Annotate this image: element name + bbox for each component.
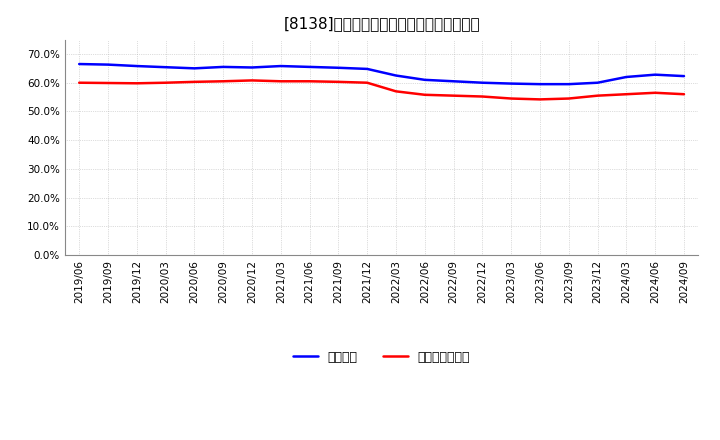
- 固定長期適合率: [104, 81, 112, 86]
- 固定長期適合率: [305, 79, 314, 84]
- 固定比率: [161, 65, 170, 70]
- 固定長期適合率: [507, 96, 516, 101]
- 固定長期適合率: [651, 90, 660, 95]
- 固定比率: [536, 81, 544, 87]
- 固定比率: [132, 63, 141, 69]
- 固定比率: [392, 73, 400, 78]
- 固定長期適合率: [564, 96, 573, 101]
- 固定長期適合率: [363, 80, 372, 85]
- 固定比率: [334, 65, 343, 70]
- Line: 固定長期適合率: 固定長期適合率: [79, 81, 684, 99]
- 固定長期適合率: [75, 80, 84, 85]
- Legend: 固定比率, 固定長期適合率: 固定比率, 固定長期適合率: [288, 346, 475, 369]
- 固定比率: [190, 66, 199, 71]
- 固定比率: [305, 64, 314, 70]
- 固定長期適合率: [449, 93, 458, 98]
- 固定比率: [622, 74, 631, 80]
- 固定比率: [651, 72, 660, 77]
- 固定長期適合率: [219, 79, 228, 84]
- 固定長期適合率: [680, 92, 688, 97]
- 固定長期適合率: [276, 79, 285, 84]
- 固定比率: [564, 81, 573, 87]
- 固定比率: [507, 81, 516, 86]
- 固定比率: [449, 79, 458, 84]
- 固定比率: [104, 62, 112, 67]
- 固定比率: [680, 73, 688, 79]
- 固定長期適合率: [622, 92, 631, 97]
- 固定長期適合率: [392, 89, 400, 94]
- 固定長期適合率: [132, 81, 141, 86]
- 固定比率: [478, 80, 487, 85]
- 固定長期適合率: [536, 97, 544, 102]
- 固定長期適合率: [190, 79, 199, 84]
- 固定長期適合率: [334, 79, 343, 84]
- 固定比率: [363, 66, 372, 72]
- Title: [8138]　固定比率、固定長期適合率の推移: [8138] 固定比率、固定長期適合率の推移: [283, 16, 480, 32]
- 固定比率: [420, 77, 429, 82]
- 固定比率: [75, 62, 84, 67]
- 固定比率: [248, 65, 256, 70]
- 固定比率: [276, 63, 285, 69]
- 固定長期適合率: [478, 94, 487, 99]
- 固定比率: [593, 80, 602, 85]
- 固定長期適合率: [248, 78, 256, 83]
- 固定長期適合率: [161, 80, 170, 85]
- 固定長期適合率: [420, 92, 429, 97]
- 固定比率: [219, 64, 228, 70]
- Line: 固定比率: 固定比率: [79, 64, 684, 84]
- 固定長期適合率: [593, 93, 602, 98]
